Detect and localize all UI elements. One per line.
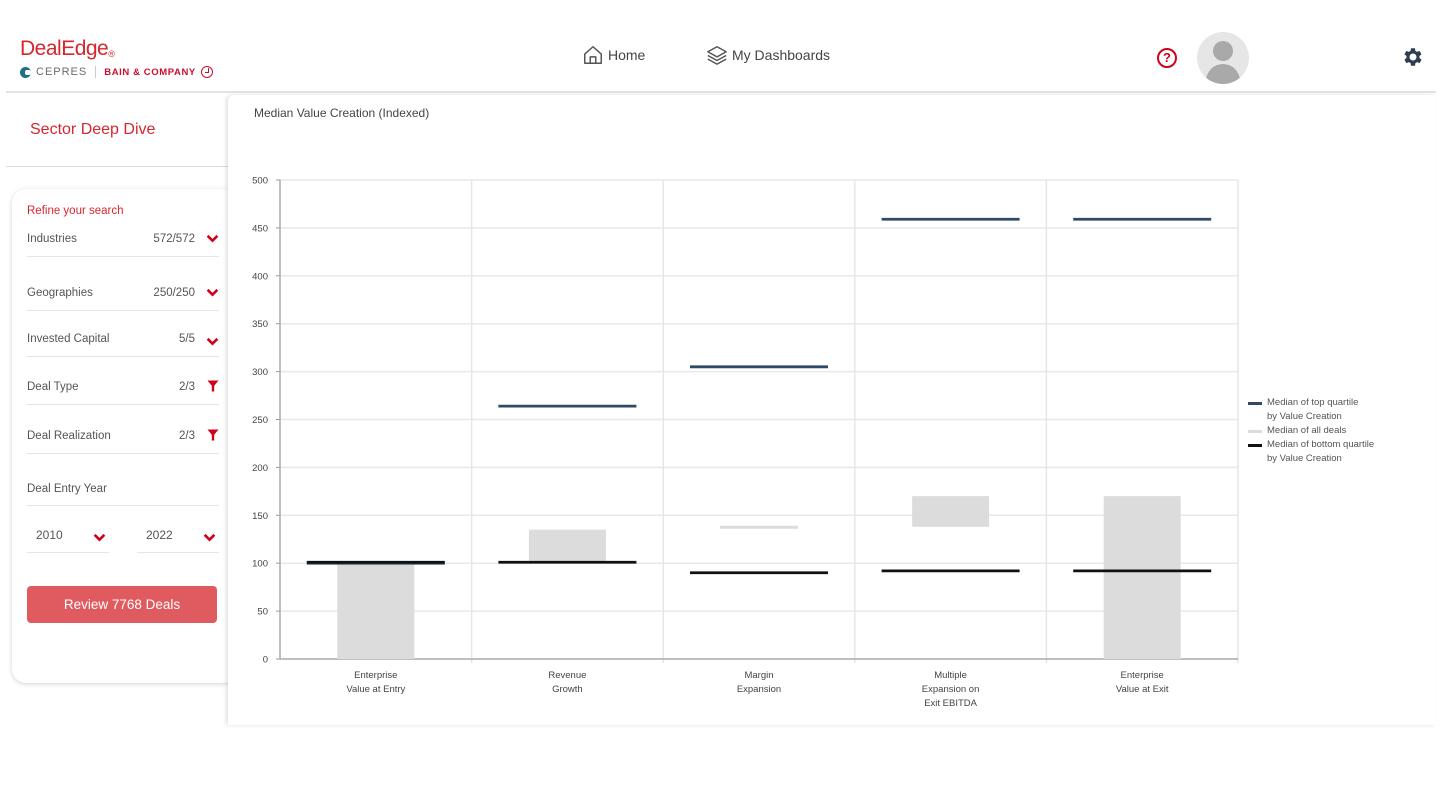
median-all-deals-bar bbox=[1103, 496, 1181, 659]
home-icon bbox=[584, 46, 602, 64]
x-tick-label: Multiple bbox=[934, 670, 967, 681]
chevron-down-icon[interactable] bbox=[206, 286, 219, 299]
logo-divider bbox=[95, 66, 97, 78]
y-tick-label: 500 bbox=[252, 176, 268, 187]
y-tick-label: 350 bbox=[252, 319, 268, 330]
nav-home-label: Home bbox=[608, 47, 646, 63]
logo-partner-cepres: CEPRES bbox=[36, 66, 88, 78]
cepres-logo-icon bbox=[20, 66, 31, 78]
avatar-head bbox=[1213, 41, 1233, 61]
filter-icon[interactable] bbox=[207, 380, 219, 392]
filter-label: Invested Capital bbox=[27, 333, 110, 345]
filter-label: Deal Realization bbox=[27, 430, 111, 442]
filter-deal-type[interactable]: Deal Type 2/3 bbox=[27, 375, 219, 405]
avatar[interactable] bbox=[1197, 32, 1249, 84]
x-tick-label: Value at Entry bbox=[346, 684, 405, 695]
y-tick-label: 200 bbox=[252, 463, 268, 474]
y-tick-label: 150 bbox=[252, 511, 268, 522]
median-all-deals-bar bbox=[912, 496, 990, 527]
legend-label: Median of top quartile bbox=[1267, 397, 1359, 408]
deal-entry-year-label: Deal Entry Year bbox=[27, 483, 219, 506]
filter-label: Industries bbox=[27, 233, 77, 245]
header-divider bbox=[6, 91, 1436, 93]
y-tick-label: 100 bbox=[252, 559, 268, 570]
refine-search-panel: Refine your search Industries 572/572 Ge… bbox=[12, 189, 237, 683]
filter-label: Deal Type bbox=[27, 381, 79, 393]
y-tick-label: 0 bbox=[263, 655, 268, 666]
filter-count: 2/3 bbox=[179, 430, 195, 442]
sidebar-divider bbox=[6, 166, 228, 167]
filter-label: Geographies bbox=[27, 287, 93, 299]
filter-invested-capital[interactable]: Invested Capital 5/5 bbox=[27, 327, 219, 357]
logo-partner-bain: BAIN & COMPANY bbox=[104, 66, 196, 78]
legend-swatch-icon bbox=[1248, 430, 1262, 433]
chart-title: Median Value Creation (Indexed) bbox=[254, 106, 430, 120]
x-tick-label: Expansion bbox=[737, 684, 781, 695]
median-all-deals-bar bbox=[528, 529, 606, 564]
filter-count: 5/5 bbox=[179, 333, 195, 345]
year-from-value: 2010 bbox=[36, 528, 63, 542]
x-tick-label: Margin bbox=[744, 670, 773, 681]
review-deals-button[interactable]: Review 7768 Deals bbox=[27, 586, 217, 623]
filter-geographies[interactable]: Geographies 250/250 bbox=[27, 281, 219, 311]
filter-count: 2/3 bbox=[179, 381, 195, 393]
refine-search-label: Refine your search bbox=[27, 205, 124, 217]
y-tick-label: 250 bbox=[252, 415, 268, 426]
legend-swatch-icon bbox=[1248, 444, 1262, 447]
x-tick-label: Expansion on bbox=[922, 684, 980, 695]
legend-swatch-icon bbox=[1248, 402, 1262, 405]
legend-item: Median of bottom quartile by Value Creati… bbox=[1248, 438, 1374, 466]
nav-my-dashboards-label: My Dashboards bbox=[732, 47, 831, 63]
avatar-body bbox=[1206, 64, 1240, 84]
year-to-select[interactable]: 2022 bbox=[137, 519, 219, 553]
gear-icon[interactable] bbox=[1401, 45, 1425, 69]
help-icon[interactable]: ? bbox=[1157, 48, 1177, 68]
filter-deal-realization[interactable]: Deal Realization 2/3 bbox=[27, 424, 219, 454]
year-to-value: 2022 bbox=[146, 528, 173, 542]
y-tick-label: 400 bbox=[252, 271, 268, 282]
legend-item: Median of all deals bbox=[1248, 424, 1374, 438]
dealedge-logo[interactable]: DealEdge® CEPRES BAIN & COMPANY bbox=[20, 38, 213, 78]
median-all-deals-bar bbox=[337, 563, 415, 659]
year-from-select[interactable]: 2010 bbox=[27, 519, 109, 553]
legend-label: Median of bottom quartile bbox=[1267, 439, 1375, 450]
x-tick-label: Growth bbox=[552, 684, 583, 695]
page-title: Sector Deep Dive bbox=[30, 121, 156, 138]
y-tick-label: 50 bbox=[257, 607, 268, 618]
chart-panel bbox=[228, 95, 1436, 725]
chart-legend: Median of top quartile by Value Creation M… bbox=[1248, 396, 1374, 466]
layers-icon bbox=[707, 46, 727, 65]
legend-label: by Value Creation bbox=[1267, 411, 1342, 422]
filter-count: 572/572 bbox=[153, 233, 195, 245]
nav-my-dashboards[interactable]: My Dashboards bbox=[706, 44, 830, 66]
x-tick-label: Enterprise bbox=[1121, 670, 1164, 681]
x-tick-label: Exit EBITDA bbox=[924, 698, 977, 709]
y-tick-label: 450 bbox=[252, 223, 268, 234]
logo-brand: DealEdge® bbox=[20, 37, 115, 60]
app-header: DealEdge® CEPRES BAIN & COMPANY Home My … bbox=[0, 0, 1440, 92]
filter-industries[interactable]: Industries 572/572 bbox=[27, 227, 219, 257]
legend-label: Median of all deals bbox=[1267, 425, 1347, 436]
x-tick-label: Enterprise bbox=[354, 670, 397, 681]
legend-item: Median of top quartile by Value Creation bbox=[1248, 396, 1374, 424]
x-tick-label: Value at Exit bbox=[1116, 684, 1169, 695]
chevron-down-icon[interactable] bbox=[206, 335, 219, 348]
legend-label: by Value Creation bbox=[1267, 453, 1342, 464]
bain-logo-icon bbox=[200, 66, 213, 78]
filter-count: 250/250 bbox=[153, 287, 195, 299]
chevron-down-icon bbox=[203, 533, 216, 542]
chevron-down-icon bbox=[93, 533, 106, 542]
filter-icon[interactable] bbox=[207, 429, 219, 441]
chevron-down-icon[interactable] bbox=[206, 232, 219, 245]
nav-home[interactable]: Home bbox=[582, 44, 645, 66]
x-tick-label: Revenue bbox=[548, 670, 586, 681]
y-tick-label: 300 bbox=[252, 367, 268, 378]
